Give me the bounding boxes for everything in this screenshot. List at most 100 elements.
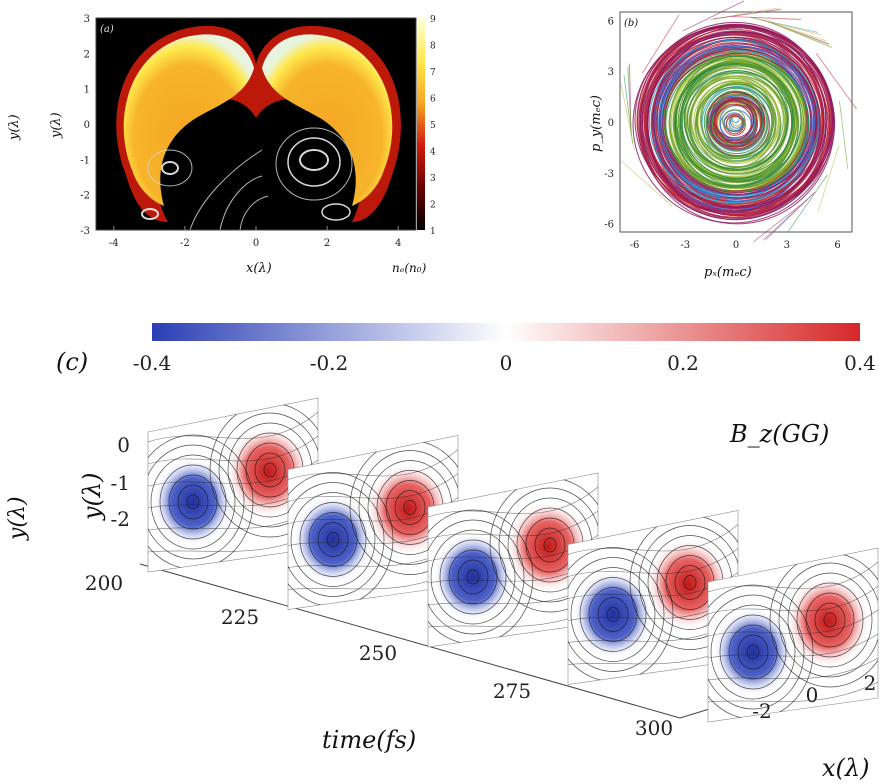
- field-line: [288, 473, 458, 502]
- panel-b-ylabel: p_y(mₑc): [589, 95, 604, 152]
- panel-a-outer-ylabel: y(λ): [7, 114, 22, 141]
- trajectory-ring: [643, 28, 824, 215]
- field-line: [288, 449, 458, 480]
- field-line: [317, 522, 349, 557]
- time-tick-label: 250: [359, 641, 397, 665]
- field-line: [534, 527, 566, 563]
- field-line: [288, 482, 385, 597]
- field-line: [186, 494, 200, 510]
- panel-a-xlabel: x(λ): [246, 261, 272, 276]
- panel-c-label: (c): [56, 348, 88, 376]
- panel-a-colorbar: [417, 18, 425, 230]
- x-tick-label: 3: [784, 240, 790, 251]
- field-line: [498, 487, 598, 603]
- stray-trajectory: [642, 14, 680, 74]
- bz-negative-region: [573, 570, 653, 659]
- momentum-trajectories: [620, 0, 858, 243]
- trajectory-ring: [703, 87, 769, 157]
- panel-a-colorbar-ticks: 9 8 7 6 5 4 3 2 1: [430, 15, 436, 237]
- field-line: [466, 569, 480, 585]
- field-line: [674, 565, 706, 600]
- stray-trajectory: [627, 66, 632, 136]
- y-tick-label: -2: [80, 191, 90, 202]
- trajectory-ring: [684, 67, 787, 172]
- x-tick-label: -4: [109, 238, 119, 249]
- stray-trajectory: [712, 8, 782, 20]
- field-line: [606, 607, 620, 622]
- cbar-tick-label: -0.2: [310, 351, 349, 375]
- panel-a-y-ticks: 3 2 1 0 -1 -2 -3: [80, 14, 90, 237]
- stray-trajectory: [787, 174, 828, 232]
- field-line: [430, 529, 516, 625]
- field-line: [708, 657, 878, 681]
- x-tick-label: -2: [180, 238, 190, 249]
- field-line: [150, 454, 236, 550]
- trajectory-ring: [697, 81, 781, 162]
- stray-trajectory: [839, 100, 849, 170]
- panel-c-ylabel: y(λ): [78, 473, 106, 522]
- field-line: [299, 502, 367, 577]
- field-line: [710, 604, 796, 700]
- field-line: [439, 539, 507, 615]
- panel-b-x-ticks: -6 -3 0 3 6: [630, 240, 841, 251]
- stray-trajectory: [620, 83, 635, 151]
- y-tick-label: 1: [84, 85, 90, 96]
- trajectory-ring: [693, 79, 780, 165]
- time-slice: [427, 472, 599, 648]
- y-tick-label: 0: [84, 120, 90, 131]
- panel-c-colorbar: [152, 323, 860, 341]
- bz-negative-region: [433, 533, 513, 621]
- cbar-tick-label: 8: [430, 42, 436, 52]
- panel-c-x-ticks: -2 0 2: [752, 671, 876, 723]
- panel-c-bz-label: B_z(GG): [729, 420, 829, 448]
- field-line: [403, 500, 417, 515]
- x-tick-label: -6: [630, 240, 640, 251]
- stray-trajectory: [762, 193, 814, 241]
- panel-b-label: (b): [624, 18, 638, 29]
- y-tick-label: -6: [604, 220, 614, 231]
- trajectory-ring: [706, 91, 766, 150]
- time-slice: [147, 397, 319, 573]
- stray-trajectory: [765, 20, 831, 46]
- trajectory-ring: [632, 24, 834, 224]
- y-tick-label: 3: [608, 67, 614, 78]
- trajectory-ring: [713, 98, 762, 148]
- cbar-tick-label: 0.2: [667, 351, 699, 375]
- y-tick-label: 6: [608, 16, 614, 27]
- trajectory-ring: [646, 30, 831, 217]
- cbar-tick-label: 0: [500, 351, 513, 375]
- panel-c-colorbar-ticks: -0.4 -0.2 0 0.2 0.4: [133, 351, 876, 375]
- cbar-tick-label: -0.4: [133, 351, 172, 375]
- field-line: [428, 510, 598, 540]
- cbar-tick-label: 4: [430, 148, 436, 158]
- field-line: [394, 490, 426, 525]
- field-line: [148, 435, 318, 465]
- panel-c-y-ticks: 0 -1 -2: [111, 433, 130, 531]
- field-line: [638, 525, 738, 640]
- panel-c-xlabel: x(λ): [822, 754, 869, 782]
- x-tick-label: 0: [806, 683, 819, 707]
- y-tick-label: -3: [80, 226, 90, 237]
- x-tick-label: -3: [680, 240, 690, 251]
- panel-b-y-ticks: 6 3 0 -3 -6: [604, 16, 614, 230]
- trajectory-ring: [710, 97, 758, 144]
- field-line: [428, 519, 525, 635]
- cbar-tick-label: 5: [430, 121, 436, 131]
- x-tick-label: 4: [395, 238, 401, 249]
- panel-a-cbar-label: nₑ(n₀): [392, 261, 427, 275]
- field-line: [737, 634, 769, 670]
- trajectory-ring: [648, 39, 819, 203]
- field-line: [148, 411, 318, 443]
- y-tick-label: -2: [111, 507, 130, 531]
- x-tick-label: 0: [253, 238, 259, 249]
- stray-trajectory: [815, 53, 858, 110]
- bz-negative-region: [713, 608, 793, 696]
- field-line: [708, 594, 805, 710]
- stray-trajectory: [732, 16, 801, 20]
- field-line: [290, 492, 376, 587]
- stray-trajectory: [682, 0, 745, 32]
- trajectory-ring: [719, 104, 753, 140]
- stray-trajectory: [817, 145, 840, 212]
- field-line: [708, 681, 878, 703]
